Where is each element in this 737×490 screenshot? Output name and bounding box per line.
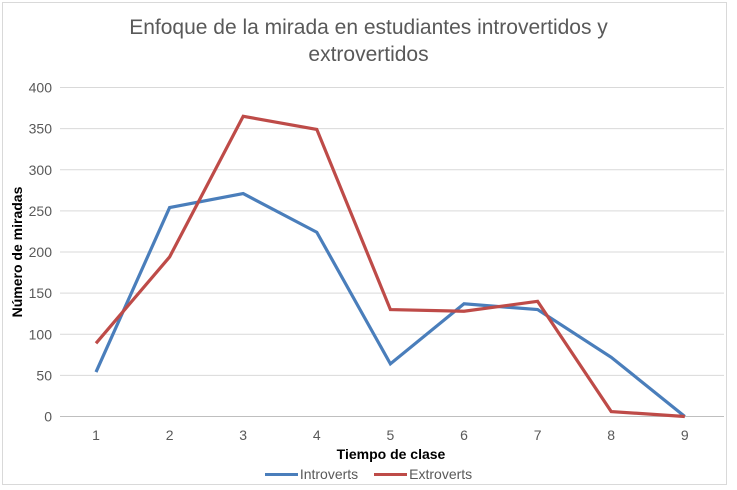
legend: Introverts Extroverts (0, 466, 737, 482)
y-tick-label: 300 (29, 162, 53, 178)
series-lines (94, 114, 686, 419)
chart-title: Enfoque de la mirada en estudiantes intr… (0, 14, 737, 68)
legend-label-introverts: Introverts (299, 466, 359, 482)
chart-title-line-1: Enfoque de la mirada en estudiantes intr… (129, 16, 608, 39)
y-tick-label: 350 (29, 121, 53, 137)
x-tick-label: 9 (681, 427, 689, 443)
series-line-introverts (94, 191, 686, 418)
x-axis-ticks: 1 2 3 4 5 6 7 8 9 (92, 427, 689, 443)
y-tick-label: 200 (29, 244, 53, 260)
x-tick-label: 8 (607, 427, 615, 443)
x-tick-label: 3 (239, 427, 247, 443)
x-tick-label: 4 (313, 427, 321, 443)
legend-swatch-introverts (264, 472, 298, 476)
legend-label-extroverts: Extroverts (409, 466, 473, 482)
x-tick-label: 2 (166, 427, 174, 443)
y-tick-label: 400 (29, 80, 53, 96)
chart-title-line-2: extrovertidos (308, 43, 429, 66)
y-axis-ticks: 0 50 100 150 200 250 300 350 400 (29, 80, 53, 425)
x-tick-label: 1 (92, 427, 100, 443)
x-tick-label: 5 (387, 427, 395, 443)
y-tick-label: 100 (29, 326, 53, 342)
gridlines (60, 87, 724, 417)
y-tick-label: 150 (29, 285, 53, 301)
y-axis-title: Número de miradas (9, 186, 25, 317)
x-axis-title: Tiempo de clase (337, 446, 446, 462)
legend-item-introverts: Introverts (264, 466, 359, 482)
legend-swatch-extroverts (374, 472, 408, 476)
legend-item-extroverts: Extroverts (374, 466, 472, 482)
x-tick-label: 6 (460, 427, 468, 443)
x-tick-label: 7 (534, 427, 542, 443)
series-line-extroverts (94, 114, 685, 419)
y-tick-label: 0 (44, 409, 52, 425)
y-tick-label: 50 (36, 367, 52, 383)
y-tick-label: 250 (29, 203, 53, 219)
